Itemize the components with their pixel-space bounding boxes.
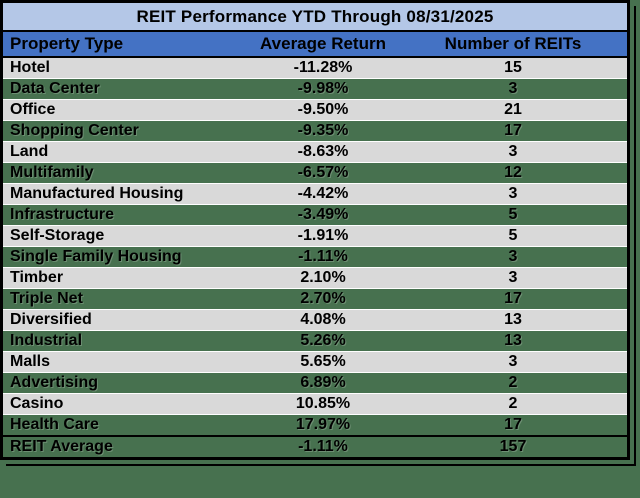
cell-property-type: Casino xyxy=(3,393,247,415)
cell-number-of-reits: 13 xyxy=(399,330,627,352)
cell-property-type: Office xyxy=(3,99,247,121)
cell-property-type: REIT Average xyxy=(3,435,247,457)
cell-average-return: -3.49% xyxy=(247,204,399,226)
cell-number-of-reits: 2 xyxy=(399,393,627,415)
cell-property-type: Data Center xyxy=(3,78,247,100)
reit-performance-table: REIT Performance YTD Through 08/31/2025 … xyxy=(0,0,630,460)
cell-average-return: -4.42% xyxy=(247,183,399,205)
table-row: Triple Net 2.70% 17 xyxy=(3,288,627,310)
cell-property-type: Single Family Housing xyxy=(3,246,247,268)
table-row: Single Family Housing -1.11% 3 xyxy=(3,246,627,268)
cell-number-of-reits: 13 xyxy=(399,309,627,331)
table-row: Land -8.63% 3 xyxy=(3,141,627,163)
cell-number-of-reits: 12 xyxy=(399,162,627,184)
cell-number-of-reits: 5 xyxy=(399,204,627,226)
header-row: Property Type Average Return Number of R… xyxy=(3,32,627,58)
table-row: Casino 10.85% 2 xyxy=(3,393,627,415)
cell-property-type: Malls xyxy=(3,351,247,373)
cell-number-of-reits: 17 xyxy=(399,120,627,142)
table-row: Health Care 17.97% 17 xyxy=(3,414,627,436)
cell-average-return: 6.89% xyxy=(247,372,399,394)
cell-average-return: 17.97% xyxy=(247,414,399,436)
table-row: Multifamily -6.57% 12 xyxy=(3,162,627,184)
table-row: Diversified 4.08% 13 xyxy=(3,309,627,331)
table-title: REIT Performance YTD Through 08/31/2025 xyxy=(3,3,627,32)
cell-number-of-reits: 157 xyxy=(399,435,627,457)
cell-average-return: -9.98% xyxy=(247,78,399,100)
cell-property-type: Land xyxy=(3,141,247,163)
cell-property-type: Shopping Center xyxy=(3,120,247,142)
cell-property-type: Hotel xyxy=(3,57,247,79)
cell-property-type: Manufactured Housing xyxy=(3,183,247,205)
cell-average-return: -11.28% xyxy=(247,57,399,79)
cell-average-return: 4.08% xyxy=(247,309,399,331)
data-table: Property Type Average Return Number of R… xyxy=(3,32,627,457)
column-header-property-type: Property Type xyxy=(3,32,247,58)
table-row: Timber 2.10% 3 xyxy=(3,267,627,289)
cell-average-return: 10.85% xyxy=(247,393,399,415)
cell-number-of-reits: 15 xyxy=(399,57,627,79)
cell-property-type: Diversified xyxy=(3,309,247,331)
table-row: Infrastructure -3.49% 5 xyxy=(3,204,627,226)
cell-number-of-reits: 17 xyxy=(399,288,627,310)
cell-property-type: Advertising xyxy=(3,372,247,394)
cell-property-type: Triple Net xyxy=(3,288,247,310)
column-header-number-of-reits: Number of REITs xyxy=(399,32,627,58)
table-row-total: REIT Average -1.11% 157 xyxy=(3,435,627,457)
cell-number-of-reits: 3 xyxy=(399,141,627,163)
cell-property-type: Timber xyxy=(3,267,247,289)
cell-average-return: 5.65% xyxy=(247,351,399,373)
cell-number-of-reits: 21 xyxy=(399,99,627,121)
table-row: Self-Storage -1.91% 5 xyxy=(3,225,627,247)
cell-average-return: 5.26% xyxy=(247,330,399,352)
cell-average-return: -1.91% xyxy=(247,225,399,247)
cell-number-of-reits: 3 xyxy=(399,78,627,100)
cell-number-of-reits: 3 xyxy=(399,246,627,268)
table-body: Hotel -11.28% 15 Data Center -9.98% 3 Office -9… xyxy=(3,57,627,457)
cell-average-return: -8.63% xyxy=(247,141,399,163)
table-row: Shopping Center -9.35% 17 xyxy=(3,120,627,142)
table-header: Property Type Average Return Number of R… xyxy=(3,32,627,58)
table-row: Data Center -9.98% 3 xyxy=(3,78,627,100)
cell-property-type: Infrastructure xyxy=(3,204,247,226)
column-header-average-return: Average Return xyxy=(247,32,399,58)
cell-property-type: Self-Storage xyxy=(3,225,247,247)
cell-average-return: -1.11% xyxy=(247,435,399,457)
cell-number-of-reits: 3 xyxy=(399,267,627,289)
cell-average-return: 2.10% xyxy=(247,267,399,289)
cell-property-type: Industrial xyxy=(3,330,247,352)
cell-number-of-reits: 3 xyxy=(399,183,627,205)
cell-average-return: -9.35% xyxy=(247,120,399,142)
cell-average-return: -9.50% xyxy=(247,99,399,121)
cell-property-type: Health Care xyxy=(3,414,247,436)
table-row: Office -9.50% 21 xyxy=(3,99,627,121)
cell-number-of-reits: 2 xyxy=(399,372,627,394)
cell-average-return: -6.57% xyxy=(247,162,399,184)
table-row: Advertising 6.89% 2 xyxy=(3,372,627,394)
cell-property-type: Multifamily xyxy=(3,162,247,184)
cell-number-of-reits: 3 xyxy=(399,351,627,373)
cell-number-of-reits: 5 xyxy=(399,225,627,247)
table-row: Malls 5.65% 3 xyxy=(3,351,627,373)
cell-average-return: -1.11% xyxy=(247,246,399,268)
table-row: Hotel -11.28% 15 xyxy=(3,57,627,79)
table-row: Manufactured Housing -4.42% 3 xyxy=(3,183,627,205)
table-row: Industrial 5.26% 13 xyxy=(3,330,627,352)
cell-average-return: 2.70% xyxy=(247,288,399,310)
cell-number-of-reits: 17 xyxy=(399,414,627,436)
